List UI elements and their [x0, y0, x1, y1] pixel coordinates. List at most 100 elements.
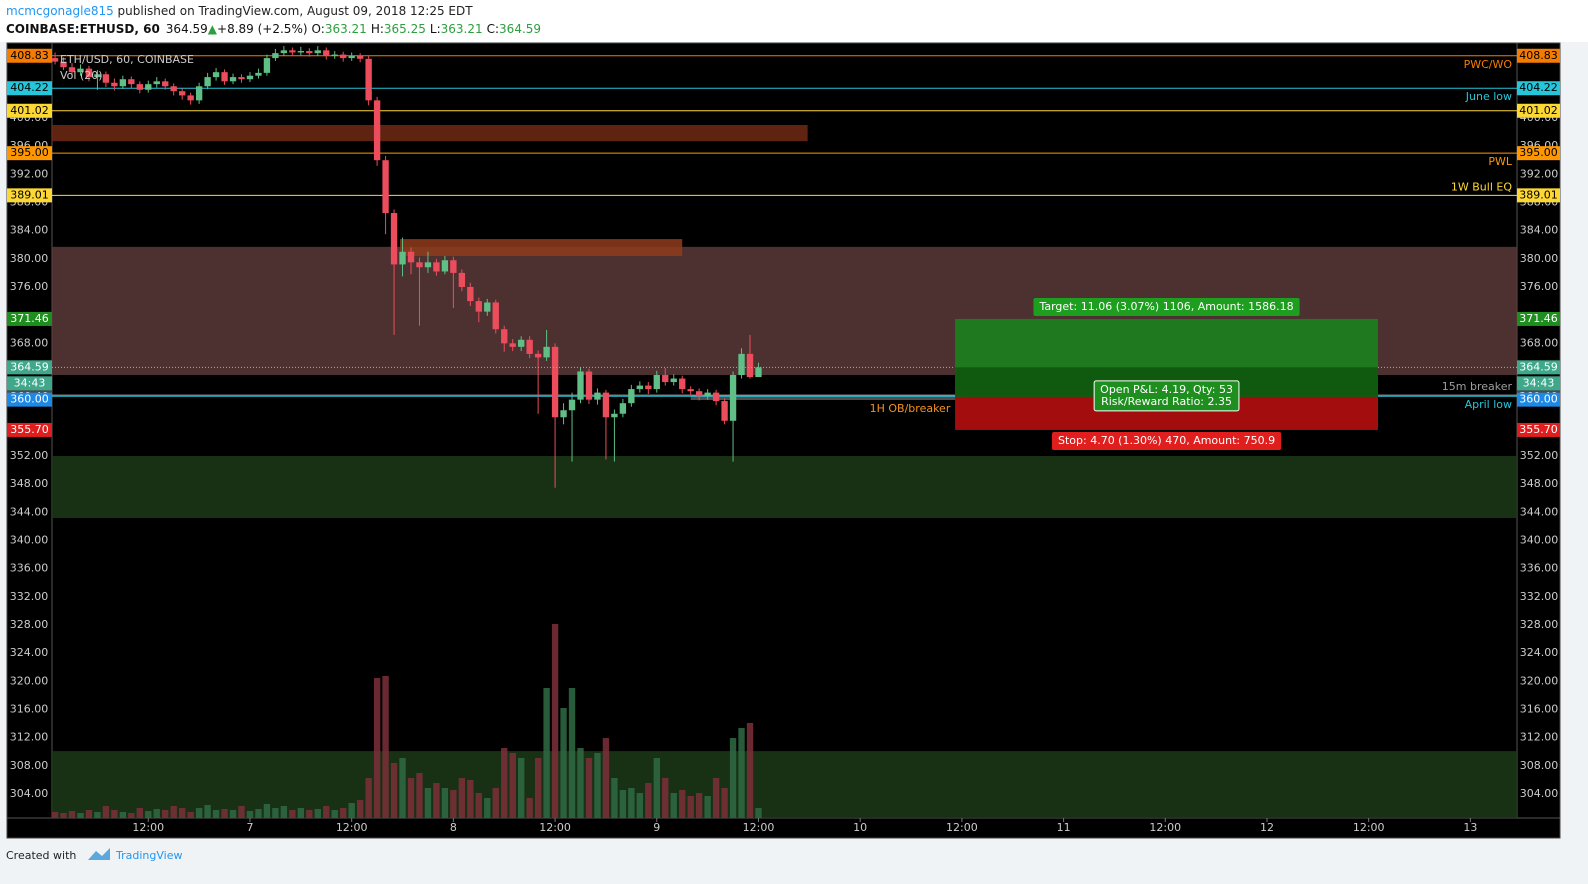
candle-body	[382, 160, 389, 214]
volume-bar	[458, 778, 466, 818]
volume-bar	[382, 676, 389, 818]
countdown-label: 34:43	[14, 376, 46, 389]
volume-bar	[178, 808, 186, 818]
x-tick-label: 12:00	[539, 821, 571, 834]
volume-bar	[399, 758, 406, 818]
x-tick-label: 12:00	[1353, 821, 1385, 834]
zone	[690, 395, 971, 401]
candle-body	[289, 50, 296, 53]
candle-body	[492, 302, 499, 330]
candle-body	[560, 410, 567, 418]
axis-badge-label: 401.02	[1519, 104, 1558, 117]
candle-body	[484, 302, 491, 312]
volume-bar	[518, 758, 525, 818]
y-tick-label: 304.00	[1520, 787, 1559, 800]
y-tick-label: 392.00	[10, 167, 49, 180]
volume-bar	[534, 758, 542, 818]
candle-body	[636, 385, 644, 390]
candle-body	[534, 353, 542, 358]
candle-body	[102, 74, 110, 83]
volume-bar	[670, 793, 677, 818]
volume-bar	[390, 763, 398, 818]
zone	[52, 751, 1517, 818]
header-bg	[0, 0, 1588, 42]
volume-bar	[340, 808, 347, 818]
volume-bar	[543, 688, 550, 818]
y-tick-label: 336.00	[10, 562, 49, 575]
candle-body	[687, 389, 694, 392]
y-tick-label: 304.00	[10, 787, 49, 800]
volume-bar	[492, 788, 499, 818]
volume-bar	[238, 806, 245, 818]
volume-bar	[509, 753, 516, 818]
candle-body	[670, 378, 677, 383]
candle-body	[238, 77, 245, 80]
volume-bar	[170, 806, 177, 818]
y-tick-label: 312.00	[1520, 731, 1559, 744]
candle-body	[348, 55, 355, 59]
level-label: PWL	[1488, 155, 1513, 168]
zone	[399, 239, 683, 256]
plot: 1H OB/breaker 304.00 304.00 308.00 308.00 312…	[7, 46, 1560, 834]
o-label: O:	[312, 22, 325, 36]
candle-body	[68, 67, 76, 73]
candle-body	[746, 353, 754, 378]
axis-badge-label: 355.70	[1519, 423, 1558, 436]
volume-bar	[77, 813, 84, 818]
y-tick-label: 324.00	[1520, 646, 1559, 659]
candle-body	[424, 262, 432, 268]
author[interactable]: mcmcgonagle815	[6, 4, 114, 18]
y-tick-label: 376.00	[10, 280, 49, 293]
axis-badge	[1517, 311, 1560, 326]
axis-badge-label: 364.59	[1519, 360, 1558, 373]
footer-created: Created with	[6, 849, 76, 862]
volume-bar	[297, 808, 305, 818]
axis-badge	[7, 188, 52, 203]
candle-body	[229, 77, 237, 82]
candle-body	[738, 353, 745, 376]
volume-bar	[407, 778, 415, 818]
footer-brand[interactable]: TradingView	[115, 849, 182, 862]
arrow: ▲	[208, 22, 218, 36]
volume-bar	[263, 804, 271, 818]
volume-bar	[628, 788, 635, 818]
candle-body	[128, 79, 135, 85]
candle-body	[340, 54, 347, 59]
y-tick-label: 380.00	[1520, 252, 1559, 265]
candle-body	[162, 81, 169, 87]
axis-badge-label: 389.01	[1519, 188, 1558, 201]
axis-badge-label: 404.22	[10, 81, 49, 94]
y-tick-label: 308.00	[10, 759, 49, 772]
volume-bar	[153, 809, 160, 818]
tradingview-logo[interactable]	[88, 848, 110, 860]
volume-bar	[314, 809, 321, 818]
candle-body	[568, 399, 576, 411]
volume-bar	[611, 778, 618, 818]
volume-bar	[695, 793, 703, 818]
candle-body	[373, 100, 381, 161]
header-line-2: COINBASE:ETHUSD, 60 364.59▲+8.89 (+2.5%) O…	[6, 22, 541, 36]
high: 365.25	[384, 22, 426, 36]
axis-badge	[7, 103, 52, 118]
chart-bg	[6, 42, 1561, 839]
volume-bar	[356, 800, 364, 818]
rr-label: Risk/Reward Ratio: 2.35	[1101, 395, 1232, 408]
candle-body	[365, 58, 372, 101]
volume-bar	[568, 688, 576, 818]
axis-badge-label: 371.46	[10, 312, 49, 325]
volume-bar	[145, 811, 152, 818]
last-price: 364.59	[166, 22, 208, 36]
y-tick-label: 380.00	[10, 252, 49, 265]
volume-bar	[467, 780, 474, 818]
candle-body	[467, 286, 474, 302]
axis-badge	[1517, 48, 1560, 63]
countdown-badge	[7, 376, 52, 391]
x-tick-label: 12:00	[336, 821, 368, 834]
y-tick-label: 352.00	[10, 449, 49, 462]
candle-body	[221, 72, 228, 82]
candle-body	[246, 75, 254, 80]
volume-bar	[721, 788, 728, 818]
candle-body	[212, 72, 220, 78]
